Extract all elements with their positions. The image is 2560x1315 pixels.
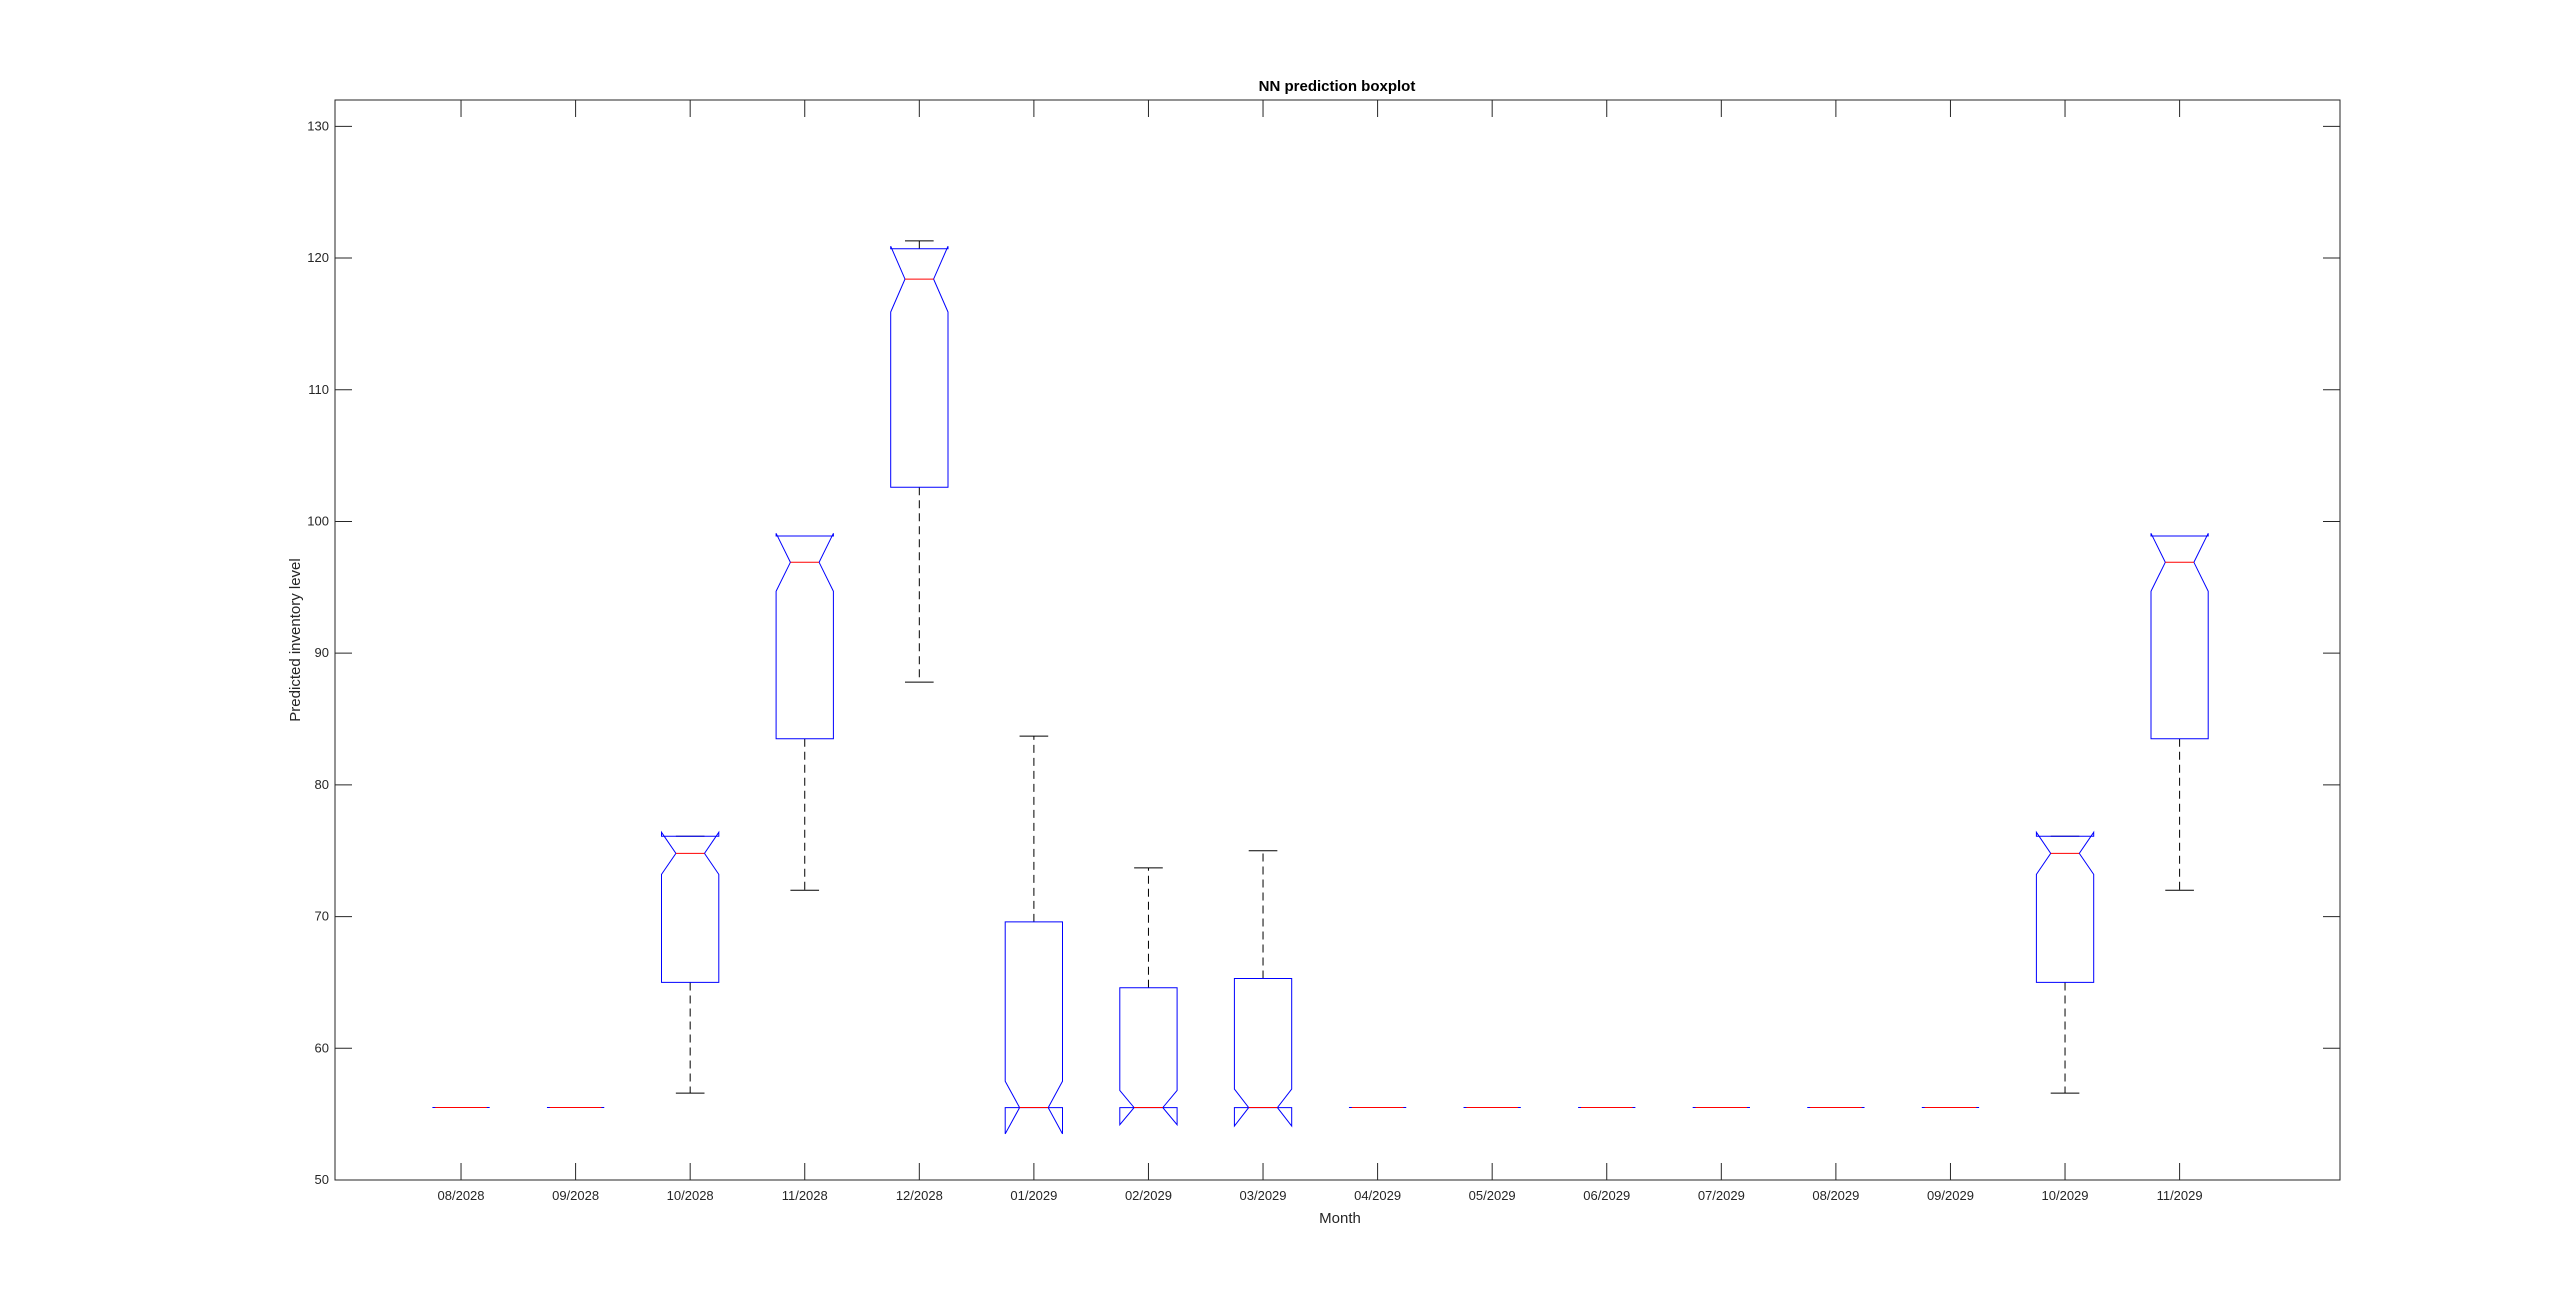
x-axis: 08/2028 09/2028 10/2028 11/2028 12/2028 01/20… bbox=[438, 100, 2203, 1203]
y-tick-label: 110 bbox=[308, 382, 329, 397]
box-outline bbox=[2150, 533, 2209, 740]
x-tick-label: 09/2029 bbox=[1927, 1188, 1974, 1203]
box-11-2029 bbox=[2150, 533, 2209, 891]
box-10-2029 bbox=[2035, 830, 2095, 1094]
box-outline bbox=[1233, 978, 1293, 1128]
x-tick-label: 08/2029 bbox=[1812, 1188, 1859, 1203]
x-tick-label: 01/2029 bbox=[1010, 1188, 1057, 1203]
y-tick-label: 50 bbox=[315, 1172, 329, 1187]
box-02-2029 bbox=[1119, 867, 1178, 1127]
box-series bbox=[432, 240, 2209, 1135]
y-tick-label: 100 bbox=[307, 513, 329, 528]
y-axis-label: Predicted inventory level bbox=[287, 558, 304, 721]
box-outline bbox=[1119, 987, 1178, 1127]
x-tick-label: 10/2029 bbox=[2042, 1188, 2089, 1203]
box-12-2028 bbox=[890, 240, 949, 683]
box-outline bbox=[890, 245, 949, 488]
y-tick-label: 130 bbox=[307, 118, 329, 133]
box-outline bbox=[661, 830, 720, 983]
y-tick-label: 80 bbox=[315, 777, 329, 792]
y-tick-label: 70 bbox=[315, 909, 329, 924]
x-axis-label: Month bbox=[1319, 1210, 1361, 1227]
chart-title: NN prediction boxplot bbox=[1259, 78, 1416, 95]
y-tick-label: 60 bbox=[315, 1040, 329, 1055]
x-tick-label: 07/2029 bbox=[1698, 1188, 1745, 1203]
x-tick-label: 06/2029 bbox=[1583, 1188, 1630, 1203]
box-outline bbox=[1004, 921, 1063, 1135]
x-tick-label: 11/2028 bbox=[782, 1188, 828, 1203]
box-01-2029 bbox=[1004, 735, 1063, 1135]
y-tick-label: 120 bbox=[307, 250, 329, 265]
y-tick-label: 90 bbox=[315, 645, 329, 660]
x-tick-label: 10/2028 bbox=[667, 1188, 714, 1203]
x-tick-label: 04/2029 bbox=[1354, 1188, 1401, 1203]
box-outline bbox=[2035, 830, 2095, 983]
x-tick-label: 02/2029 bbox=[1125, 1188, 1172, 1203]
y-axis: 50 60 70 80 90 100 110 120 130 bbox=[307, 118, 2340, 1187]
box-10-2028 bbox=[661, 830, 720, 1094]
plot-area bbox=[334, 99, 2341, 1181]
x-tick-label: 09/2028 bbox=[552, 1188, 599, 1203]
box-11-2028 bbox=[775, 533, 834, 891]
x-tick-label: 12/2028 bbox=[896, 1188, 943, 1203]
box-outline bbox=[775, 533, 834, 740]
x-tick-label: 05/2029 bbox=[1469, 1188, 1516, 1203]
x-tick-label: 08/2028 bbox=[438, 1188, 485, 1203]
x-tick-label: 03/2029 bbox=[1240, 1188, 1287, 1203]
x-tick-label: 11/2029 bbox=[2157, 1188, 2203, 1203]
box-03-2029 bbox=[1233, 850, 1293, 1128]
